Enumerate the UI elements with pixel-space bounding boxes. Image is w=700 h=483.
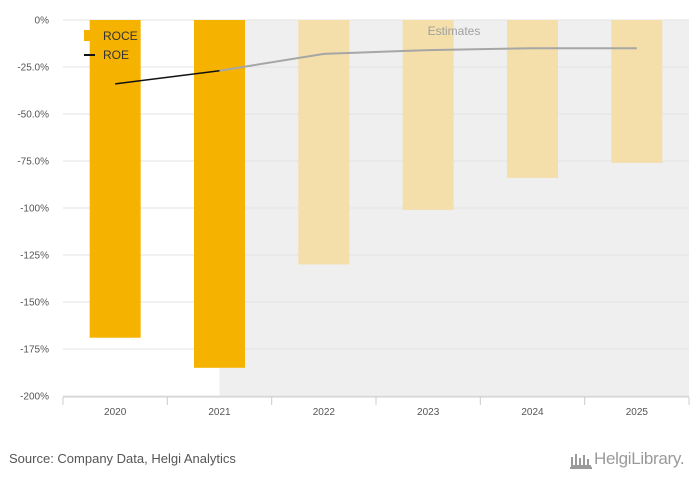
x-tick-label: 2025 — [626, 407, 649, 418]
legend: ROCE ROE — [84, 29, 138, 62]
y-tick-label: -75.0% — [17, 157, 49, 168]
roce-bar — [298, 20, 350, 265]
roce-bar — [194, 20, 245, 368]
library-building-icon — [570, 454, 592, 469]
y-tick-label: -25.0% — [17, 63, 49, 74]
estimates-label: Estimates — [428, 24, 481, 38]
roe-line — [115, 47, 637, 85]
x-tick-label: 2024 — [521, 407, 544, 418]
y-tick-label: -175% — [20, 345, 49, 356]
y-tick-label: -100% — [20, 204, 49, 215]
y-tick-label: -50.0% — [17, 110, 49, 121]
y-tick-label: -150% — [20, 298, 49, 309]
x-tick-label: 2020 — [104, 407, 127, 418]
grid-lines — [63, 19, 689, 397]
x-axis: 2020 2021 2022 2023 2024 2025 — [62, 396, 690, 418]
roce-bar — [89, 20, 141, 338]
y-tick-label: 0% — [35, 16, 50, 27]
roce-roe-chart: 0% -25.0% -50.0% -75.0% -100% -125% -150% -175%… — [17, 16, 690, 418]
roce-bar — [611, 20, 663, 163]
x-tick-label: 2022 — [313, 407, 336, 418]
legend-roce-swatch — [84, 30, 95, 41]
legend-roce-label: ROCE — [103, 29, 138, 43]
roce-bar — [507, 20, 558, 178]
y-tick-label: -200% — [20, 392, 49, 403]
roce-bar — [402, 20, 454, 210]
helgi-library-logo[interactable]: HelgiLibrary. — [568, 446, 685, 472]
source-note: Source: Company Data, Helgi Analytics — [9, 451, 236, 466]
legend-roe-label: ROE — [103, 48, 129, 62]
logo-text: HelgiLibrary. — [594, 449, 685, 468]
x-tick-label: 2023 — [417, 407, 440, 418]
y-axis: 0% -25.0% -50.0% -75.0% -100% -125% -150% -175%… — [17, 16, 49, 403]
y-tick-label: -125% — [20, 251, 49, 262]
roce-bars — [89, 20, 663, 368]
roe-line-actual — [115, 70, 220, 85]
x-tick-label: 2021 — [208, 407, 231, 418]
roe-line-estimate — [219, 47, 637, 72]
